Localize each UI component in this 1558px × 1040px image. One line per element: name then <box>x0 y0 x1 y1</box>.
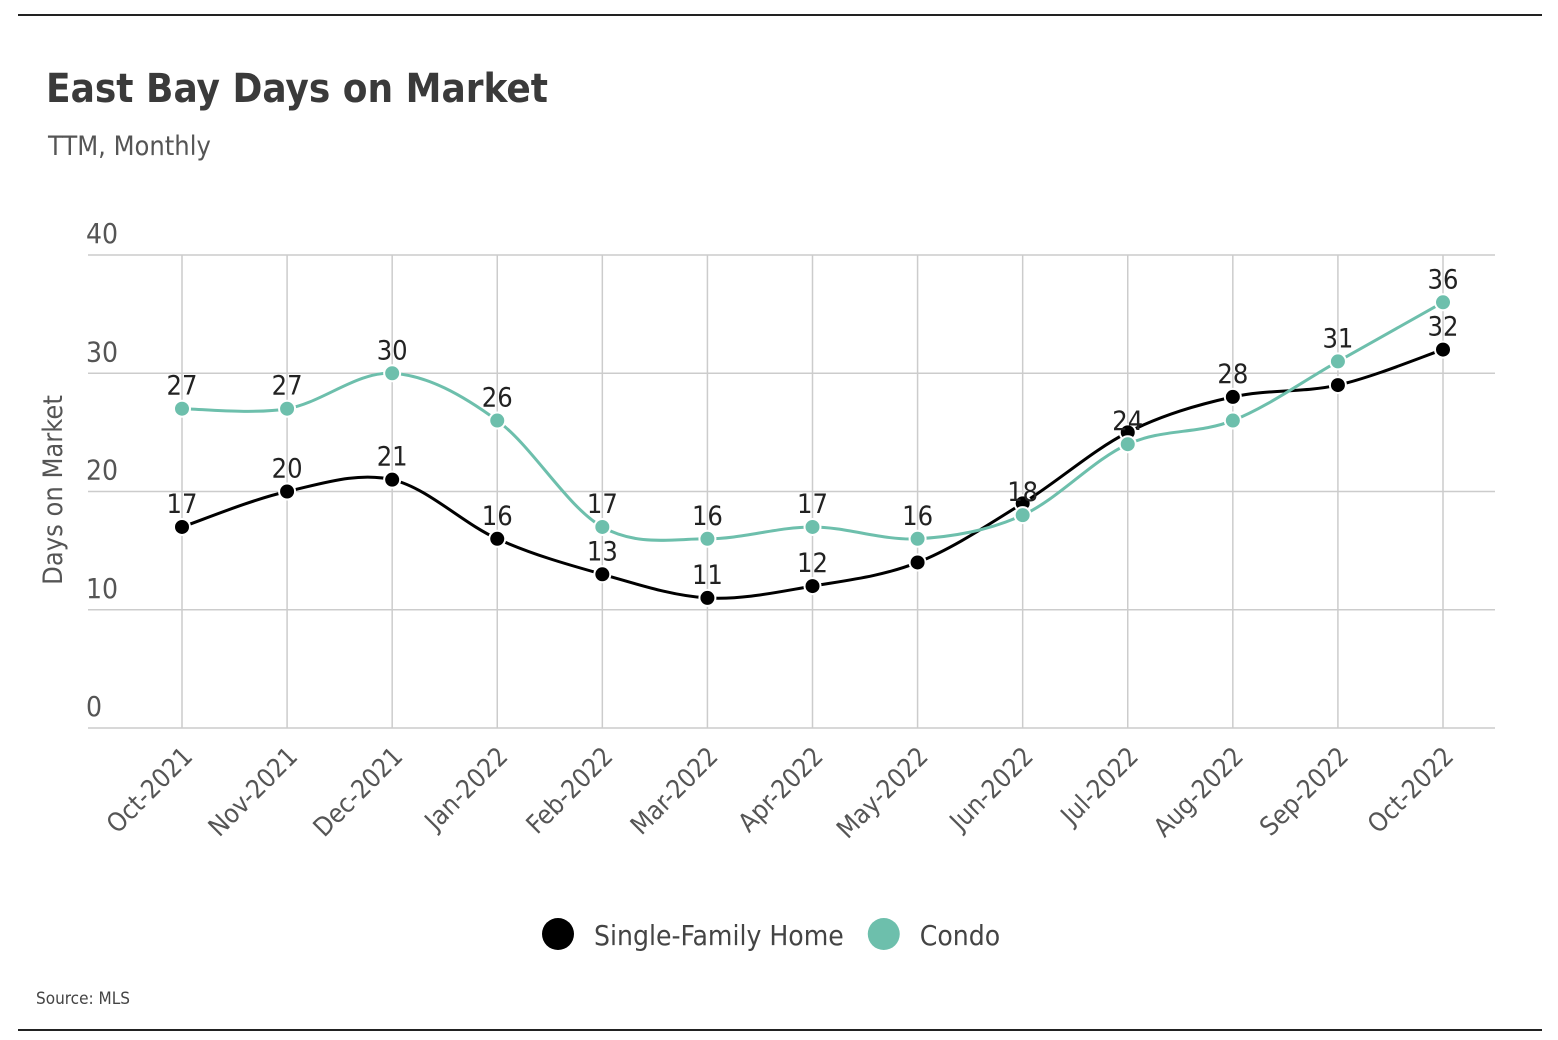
data-point <box>1328 376 1347 395</box>
data-label: 32 <box>1428 312 1459 343</box>
data-point <box>908 553 927 572</box>
y-tick-label: 0 <box>86 690 102 723</box>
data-point <box>383 470 402 489</box>
data-point <box>488 529 507 548</box>
data-label: 27 <box>272 371 303 402</box>
y-tick-label: 20 <box>86 454 118 487</box>
data-point <box>278 482 297 501</box>
data-point <box>908 529 927 548</box>
legend-marker <box>867 918 900 950</box>
y-axis-title: Days on Market <box>38 395 69 585</box>
data-label: 12 <box>797 548 828 579</box>
data-label: 11 <box>692 560 723 591</box>
data-point <box>593 517 612 536</box>
data-point <box>383 364 402 383</box>
data-label: 21 <box>377 442 408 473</box>
data-point <box>593 565 612 584</box>
data-point <box>278 399 297 418</box>
x-tick-label: Oct-2021 <box>101 742 199 840</box>
data-point <box>173 517 191 536</box>
x-tick-label: May-2022 <box>831 742 934 845</box>
legend-marker <box>542 918 574 950</box>
y-tick-label: 40 <box>86 217 118 250</box>
x-tick-label: Apr-2022 <box>733 742 830 839</box>
data-point <box>698 588 717 607</box>
data-point <box>1013 506 1032 525</box>
legend-label: Single-Family Home <box>594 919 844 952</box>
source-note: Source: MLS <box>36 989 130 1009</box>
chart-subtitle: TTM, Monthly <box>47 131 211 162</box>
data-label: 16 <box>482 501 513 532</box>
x-tick-label: Jul-2022 <box>1054 742 1145 833</box>
data-label: 26 <box>482 383 513 414</box>
x-tick-label: Dec-2021 <box>308 742 409 843</box>
data-label: 28 <box>1217 359 1248 390</box>
chart-title: East Bay Days on Market <box>46 66 548 112</box>
x-tick-label: Jun-2022 <box>943 742 1040 839</box>
data-label: 30 <box>377 335 408 366</box>
data-point <box>1434 340 1452 359</box>
data-point <box>1118 435 1137 454</box>
data-point <box>1434 293 1452 312</box>
x-tick-label: Feb-2022 <box>521 742 619 840</box>
data-point <box>803 517 822 536</box>
x-tick-label: Jan-2022 <box>418 742 514 838</box>
data-label: 24 <box>1112 406 1143 437</box>
legend-label: Condo <box>920 919 1000 952</box>
y-tick-label: 10 <box>86 572 118 605</box>
y-tick-label: 30 <box>86 335 118 368</box>
data-label: 17 <box>167 489 198 520</box>
data-label: 17 <box>797 489 828 520</box>
data-point <box>173 399 191 418</box>
x-tick-label: Aug-2022 <box>1148 742 1250 844</box>
x-tick-label: Nov-2021 <box>203 742 304 843</box>
data-point <box>698 529 717 548</box>
data-label: 36 <box>1428 264 1459 295</box>
data-point <box>803 577 822 596</box>
data-point <box>1328 352 1347 371</box>
data-point <box>1223 411 1242 430</box>
data-point <box>488 411 507 430</box>
data-label: 18 <box>1007 477 1038 508</box>
x-tick-label: Oct-2022 <box>1362 742 1460 840</box>
data-point <box>1223 387 1242 406</box>
data-label: 16 <box>902 501 933 532</box>
data-label: 31 <box>1322 323 1353 354</box>
x-tick-label: Mar-2022 <box>625 742 724 841</box>
data-label: 13 <box>587 536 618 567</box>
data-label: 20 <box>272 454 303 485</box>
data-label: 16 <box>692 501 723 532</box>
x-tick-label: Sep-2022 <box>1254 742 1354 842</box>
data-label: 17 <box>587 489 618 520</box>
data-label: 27 <box>167 371 198 402</box>
